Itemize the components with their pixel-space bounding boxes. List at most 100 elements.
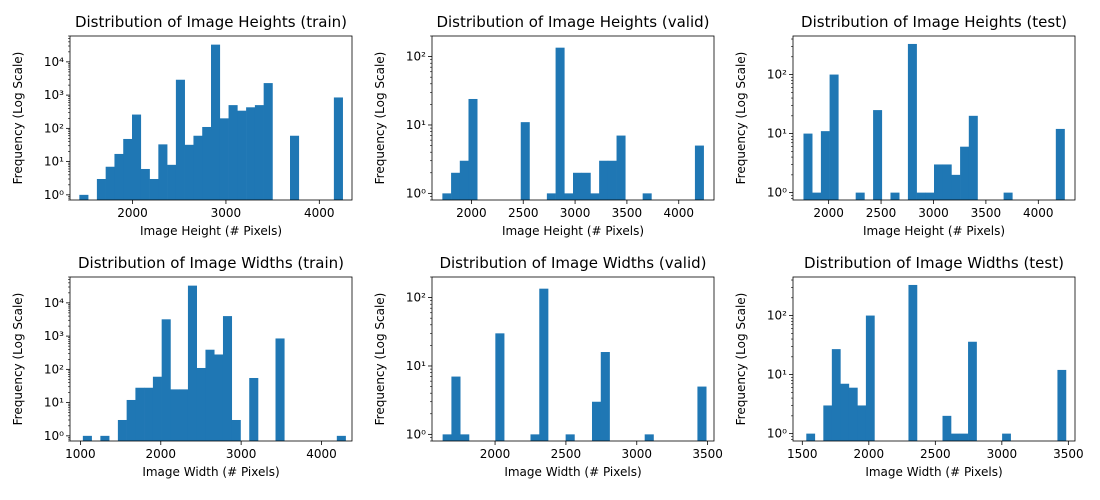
histogram-bar [1055,128,1065,200]
histogram-bar [1003,192,1013,200]
histogram-bar [205,349,215,441]
y-tick-label: 10² [406,50,426,64]
x-tick-label: 3500 [971,206,1002,220]
histogram-bar [170,389,180,441]
axes-frame [69,276,353,442]
subplot-title: Distribution of Image Widths (test) [804,254,1064,272]
x-tick-label: 1500 [787,447,818,461]
axes-frame [431,35,715,201]
histogram-bar [184,144,194,200]
subplot-3: 2000 2500 3000 3500 4000 10⁰ 10¹ 10² Distributio… [734,13,1076,238]
histogram-bar [968,341,977,441]
y-tick-label: 10⁰ [406,186,426,200]
x-axis-label: Image Height (# Pixels) [863,224,1005,238]
histogram-bar [803,133,813,200]
axes-frame [69,35,353,201]
histogram-bar [149,178,159,200]
histogram-bar [934,164,943,200]
subplot-6: 1500 2000 2500 3000 3500 10⁰ 10¹ 10² Distributio… [734,254,1084,479]
histogram-bar [590,193,600,200]
y-tick-label: 10² [44,362,64,376]
histogram-bar [916,192,926,200]
histogram-bar [442,193,452,200]
histogram-bar [857,405,867,441]
y-tick-label: 10¹ [406,118,426,132]
subplot-1: 2000 3000 4000 10⁰ 10¹ 10² 10³ 10⁴ Distribution … [11,13,353,238]
y-axis-label: Frequency (Log Scale) [734,293,748,426]
x-tick-label: 4000 [306,447,337,461]
histogram-bar [907,43,917,201]
histogram-bar [123,138,133,200]
y-tick-label: 10¹ [406,359,426,373]
y-axis-label: Frequency (Log Scale) [734,52,748,185]
histogram-bar [196,367,206,441]
histogram-bar [275,338,285,441]
histogram-bar [865,315,875,441]
subplot-5: 2000 2500 3000 3500 10⁰ 10¹ 10² Distribution of… [373,254,723,479]
histogram-bar [829,74,839,200]
histogram-bar [925,192,935,200]
y-tick-label: 10⁰ [406,427,426,441]
histogram-bar [79,194,89,200]
histogram-bar [555,47,565,200]
x-axis-label: Image Height (# Pixels) [502,224,644,238]
histogram-bar [175,79,185,200]
y-axis-label: Frequency (Log Scale) [11,52,25,185]
histogram-bar [451,376,461,441]
x-axis-label: Image Width (# Pixels) [504,465,641,479]
y-axis-label: Frequency (Log Scale) [11,293,25,426]
y-tick-label: 10⁰ [767,427,787,441]
histogram-bar [211,44,221,200]
histogram-bar [968,115,978,200]
histogram-bar [202,126,212,200]
histogram-bar [132,114,142,200]
histogram-bar [1057,369,1067,441]
histogram-bar [520,122,530,200]
subplot-2: 2000 2500 3000 3500 4000 10⁰ 10¹ 10² Distributio… [373,13,715,238]
x-axis-label: Image Width (# Pixels) [865,465,1002,479]
histogram-bar [442,434,452,441]
histogram-bar [1002,433,1011,441]
y-tick-label: 10⁴ [44,55,64,69]
histogram-bar [290,135,300,200]
histogram-bar [158,144,168,200]
x-tick-label: 4000 [663,206,694,220]
histogram-bar [960,146,970,200]
histogram-bar [193,135,203,200]
y-tick-label: 10² [44,121,64,135]
histogram-bar [231,419,241,441]
x-tick-label: 3000 [918,206,949,220]
x-tick-label: 2500 [508,206,539,220]
histogram-bar [951,174,961,200]
subplot-title: Distribution of Image Widths (valid) [439,254,706,272]
histogram-bar [214,354,224,441]
histogram-bar [140,168,150,200]
histogram-bar [823,405,833,441]
histogram-bar [219,118,229,200]
histogram-bar [890,192,900,200]
histogram-bar [460,434,470,441]
x-tick-label: 2000 [117,206,148,220]
y-tick-label: 10² [767,68,787,82]
subplot-title: Distribution of Image Heights (valid) [436,13,709,31]
histogram-bar [565,434,575,441]
histogram-bar [607,160,617,200]
histogram-bar [848,387,858,441]
x-axis-label: Image Height (# Pixels) [140,224,282,238]
axes-frame [792,276,1076,442]
histogram-bar [697,386,707,441]
y-tick-label: 10¹ [44,396,64,410]
x-tick-label: 3500 [1053,447,1084,461]
histogram-bar [228,105,238,200]
subplot-title: Distribution of Image Heights (train) [75,13,347,31]
subplot-title: Distribution of Image Heights (test) [801,13,1067,31]
histogram-bar [694,145,704,200]
histogram-bar [333,97,343,200]
histogram-bar [246,107,256,200]
histogram-bar [616,135,626,200]
x-tick-label: 2000 [480,447,511,461]
histogram-bar [840,383,850,441]
histogram-bar [468,98,478,200]
histogram-bar [642,193,652,200]
